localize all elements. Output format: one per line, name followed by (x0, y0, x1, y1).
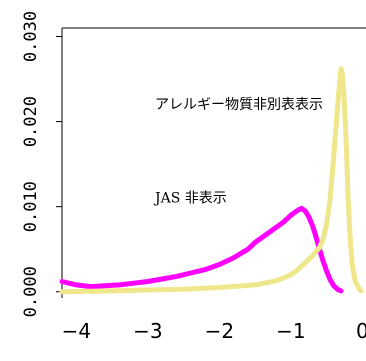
y-tick-label: 0.020 (21, 96, 41, 147)
y-tick-label: 0.010 (21, 181, 41, 232)
annotation-label: アレルギー物質非別表表示 (155, 97, 323, 113)
series-layer (59, 66, 364, 295)
y-tick-label: 0.030 (21, 11, 41, 62)
series-line-2 (59, 66, 364, 295)
series-line-1 (59, 205, 344, 294)
x-tick-label: −4 (62, 319, 91, 343)
axes: 0.000 0.010 0.020 0.030 −4 −3 −2 −1 0 (21, 11, 366, 343)
x-tick-label: −2 (205, 319, 234, 343)
x-tick-label: −1 (276, 319, 305, 343)
x-tick-label: 0 (356, 319, 366, 343)
x-tick-label: −3 (133, 319, 162, 343)
annotations: アレルギー物質非別表表示 JAS 非表示 (153, 97, 323, 207)
y-tick-label: 0.000 (21, 266, 41, 317)
annotation-label: JAS 非表示 (153, 190, 227, 206)
